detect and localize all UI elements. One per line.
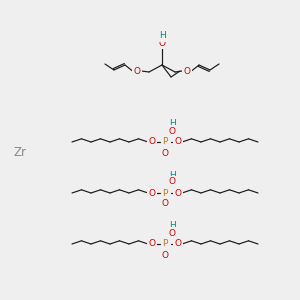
Text: O: O — [169, 229, 176, 238]
Text: Zr: Zr — [14, 146, 27, 160]
Text: O: O — [169, 127, 176, 136]
Text: O: O — [175, 137, 182, 146]
Text: O: O — [148, 137, 155, 146]
Text: O: O — [161, 200, 169, 208]
Text: O: O — [175, 239, 182, 248]
Text: P: P — [162, 137, 168, 146]
Text: O: O — [161, 250, 169, 260]
Text: P: P — [162, 239, 168, 248]
Text: O: O — [184, 67, 190, 76]
Text: H: H — [159, 32, 165, 40]
Text: O: O — [158, 38, 166, 47]
Text: H: H — [169, 170, 176, 179]
Text: H: H — [169, 119, 176, 128]
Text: H: H — [169, 221, 176, 230]
Text: O: O — [148, 239, 155, 248]
Text: O: O — [161, 148, 169, 158]
Text: P: P — [162, 188, 168, 197]
Text: O: O — [175, 188, 182, 197]
Text: O: O — [169, 178, 176, 187]
Text: O: O — [134, 67, 140, 76]
Text: O: O — [148, 188, 155, 197]
